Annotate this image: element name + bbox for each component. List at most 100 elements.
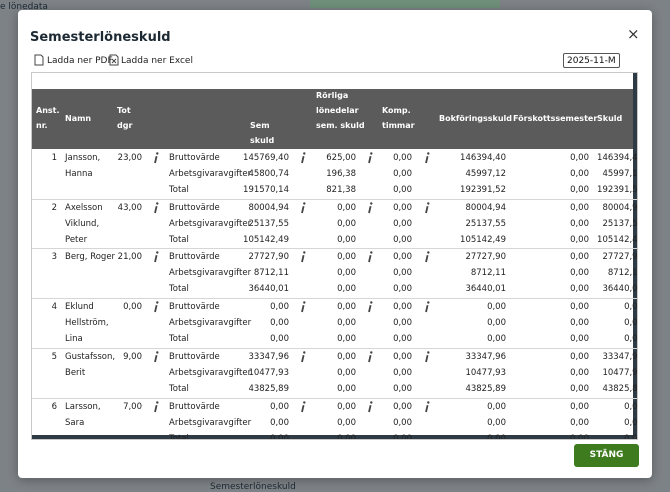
cell-value: 0,00 [393,153,412,163]
close-button[interactable]: STÄNG [574,444,639,467]
info-icon[interactable] [424,400,430,413]
cell-value: 0,00 [487,302,506,313]
period-select[interactable]: 2025-11-M [563,53,620,68]
cell-value: 192391,52 [460,185,506,195]
cell-value: 105142,49 [597,234,638,245]
row-type: Bruttovärde [169,351,220,362]
info-icon[interactable] [153,301,159,313]
modal: Semesterlöneskuld × Ladda ner PDF Ladda … [18,10,652,478]
download-excel[interactable]: Ladda ner Excel [121,56,193,66]
info-icon[interactable] [424,201,430,214]
employee-name: Eklund Hellström, Lina [65,302,109,345]
cell-value: 105142,49 [243,234,289,245]
cell-value: 0,00 [337,234,356,245]
cell-value: 0,00 [337,202,356,213]
info-icon[interactable] [367,251,373,263]
info-icon[interactable] [424,251,430,263]
cell-value: 0,00 [393,351,412,362]
employee-number: 1 [51,153,57,163]
row-type: Arbetsgivaravgifter [169,268,252,279]
cell-value: 10477,93 [248,367,289,378]
column-header: Rörliga lönedelar sem. skuld [316,91,365,130]
row-type: Bruttovärde [169,202,220,213]
info-icon[interactable] [300,400,306,413]
cell-value: 146394,40 [460,153,506,163]
employee-name: Axelsson Viklund, Peter [65,202,103,245]
cell-value: 0,00 [570,218,589,229]
cell-value: 0,00 [337,284,356,295]
info-icon[interactable] [367,201,373,214]
cell-value: 36440,01 [465,284,506,295]
cell-value: 0,00 [624,401,638,412]
cell-value: 0,00 [270,401,289,412]
cell-value: 0,00 [393,383,412,394]
cell-value: 196,38 [326,169,356,179]
column-header: Komp. timmar [382,106,415,130]
info-icon[interactable] [424,351,430,363]
info-icon[interactable] [300,301,306,313]
cell-value: 0,00 [337,401,356,412]
cell-value: 0,00 [624,334,638,345]
cell-value: 0,00 [570,153,589,163]
cell-value: 0,00 [570,318,589,329]
total-days: 23,00 [117,153,142,163]
cell-value: 36440,01 [248,284,289,295]
row-divider [32,397,637,399]
info-icon[interactable] [153,351,159,363]
column-header: Bokföringsskuld [439,114,513,123]
cell-value: 0,00 [570,351,589,362]
cell-value: 0,00 [570,334,589,345]
cell-value: 80004,94 [248,202,289,213]
download-pdf[interactable]: Ladda ner PDF [47,56,113,66]
info-icon[interactable] [300,351,306,363]
cell-value: 0,00 [337,383,356,394]
info-icon[interactable] [153,251,159,263]
footer-link[interactable]: Semesterlöneskuld [210,482,296,492]
info-icon[interactable] [424,301,430,313]
info-icon[interactable] [367,301,373,313]
cell-value: 0,00 [270,318,289,329]
info-icon[interactable] [424,152,430,164]
modal-title: Semesterlöneskuld [30,30,171,45]
column-header: Namn [65,114,92,123]
scrollbar[interactable] [633,73,637,439]
cell-value: 8712,11 [470,268,506,279]
employee-name: Gustafsson, Berit [65,351,116,378]
info-icon[interactable] [153,400,159,413]
cell-value: 0,00 [570,234,589,245]
cell-value: 0,00 [270,302,289,313]
cell-value: 45800,74 [248,169,289,179]
info-icon[interactable] [367,351,373,363]
cell-value: 0,00 [570,401,589,412]
cell-value: 0,00 [337,334,356,345]
scrollbar[interactable] [32,435,637,439]
info-icon[interactable] [367,152,373,164]
breadcrumb: e lönedata [0,2,48,12]
cell-value: 105142,49 [460,234,506,245]
cell-value: 10477,93 [602,367,638,378]
info-icon[interactable] [153,152,159,164]
pdf-icon [34,54,44,66]
info-icon[interactable] [367,400,373,413]
cell-value: 0,00 [393,202,412,213]
info-icon[interactable] [300,201,306,214]
cell-value: 0,00 [393,284,412,295]
cell-value: 0,00 [270,334,289,345]
cell-value: 0,00 [393,318,412,329]
row-type: Arbetsgivaravgifter [169,218,252,229]
info-icon[interactable] [153,201,159,214]
cell-value: 0,00 [393,417,412,428]
cell-value: 45997,12 [465,169,506,179]
cell-value: 0,00 [624,302,638,313]
cell-value: 0,00 [270,417,289,428]
row-divider [32,298,637,300]
row-type: Arbetsgivaravgifter [169,318,252,329]
info-icon[interactable] [300,152,306,164]
cell-value: 0,00 [337,268,356,279]
cell-value: 33347,96 [602,351,638,362]
close-icon[interactable]: × [627,25,640,43]
info-icon[interactable] [300,251,306,263]
cell-value: 0,00 [393,268,412,279]
cell-value: 43825,89 [602,383,638,394]
cell-value: 0,00 [570,302,589,313]
